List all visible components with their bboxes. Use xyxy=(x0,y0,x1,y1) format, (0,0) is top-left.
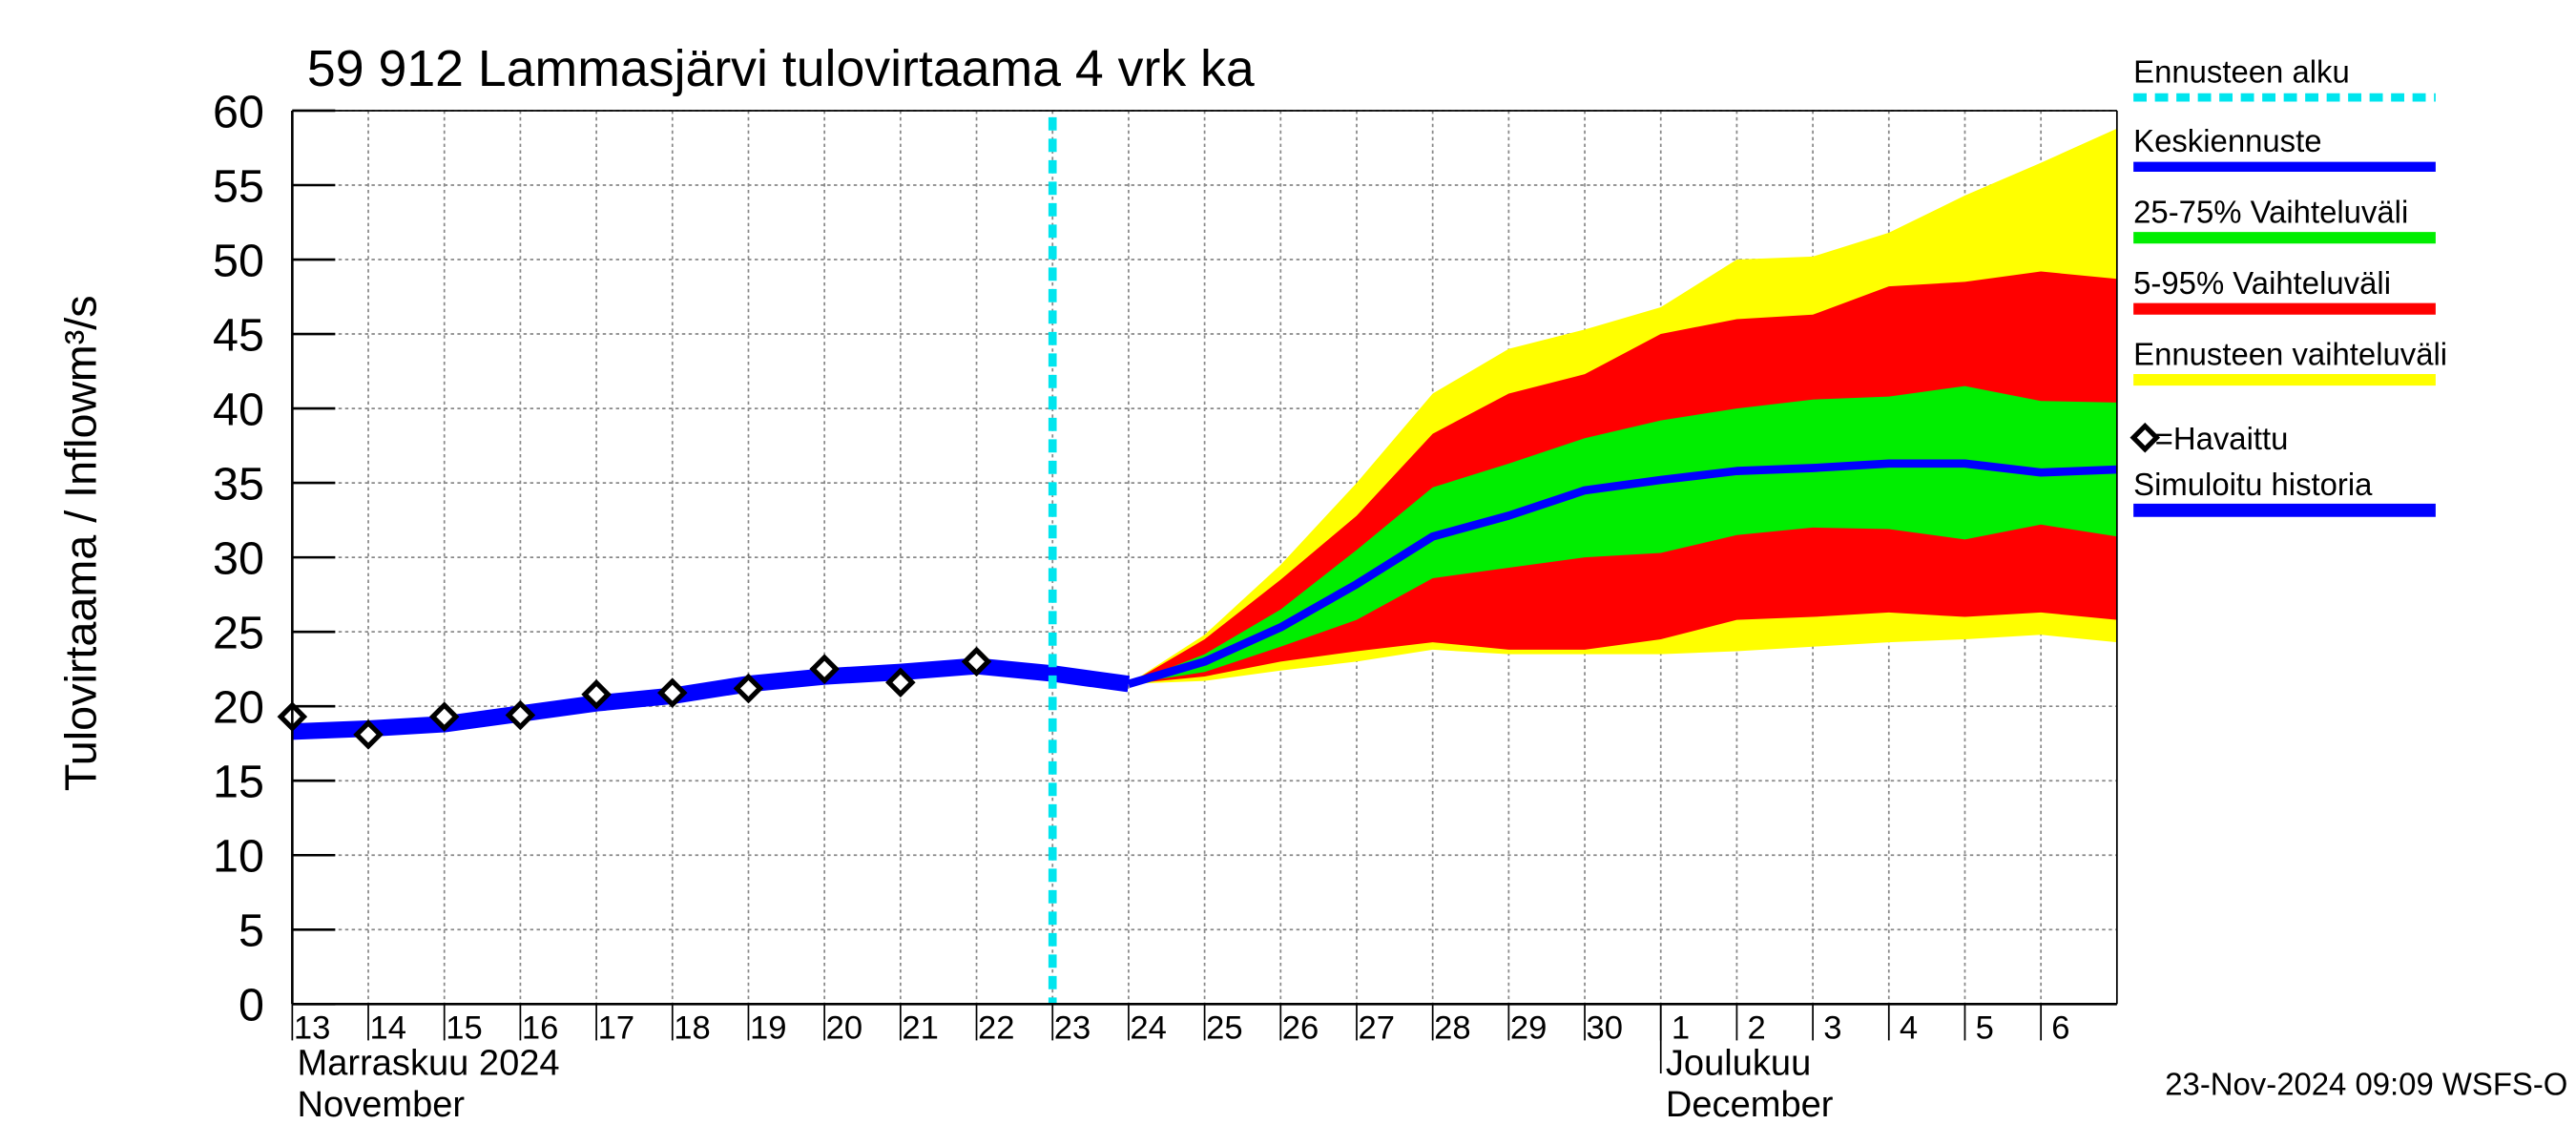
month-label-en: December xyxy=(1666,1085,1834,1125)
x-tick-label: 28 xyxy=(1434,1010,1471,1047)
x-tick-label: 24 xyxy=(1130,1010,1167,1047)
observed-marker xyxy=(809,654,840,684)
line xyxy=(292,657,1131,740)
x-tick-label: 2 xyxy=(1748,1010,1766,1047)
chart-title: 59 912 Lammasjärvi tulovirtaama 4 vrk ka xyxy=(307,40,1255,97)
legend-label: 5-95% Vaihteluväli xyxy=(2133,265,2391,301)
x-tick-label: 25 xyxy=(1206,1010,1243,1047)
x-tick-label: 19 xyxy=(750,1010,787,1047)
y-tick-label: 30 xyxy=(213,532,264,584)
observed-marker xyxy=(581,678,612,710)
y-tick-label: 0 xyxy=(239,980,264,1031)
legend-label: =Havaittu xyxy=(2155,421,2289,456)
x-tick-label: 1 xyxy=(1672,1010,1690,1047)
observed-marker xyxy=(656,677,688,708)
y-tick-label: 35 xyxy=(213,458,264,510)
y-tick-label: 25 xyxy=(213,607,264,658)
x-tick-label: 13 xyxy=(294,1010,331,1047)
legend-label: Keskiennuste xyxy=(2133,123,2321,158)
y-axis-label: Tulovirtaama / Inflow xyxy=(55,382,105,792)
y-tick-label: 40 xyxy=(213,384,264,435)
x-tick-label: 15 xyxy=(446,1010,483,1047)
y-tick-label: 55 xyxy=(213,160,264,212)
observed-marker xyxy=(885,667,916,698)
observed-marker xyxy=(428,701,460,732)
x-tick-label: 21 xyxy=(902,1010,939,1047)
x-tick-label: 17 xyxy=(598,1010,635,1047)
y-tick-label: 50 xyxy=(213,235,264,286)
observed-marker xyxy=(353,719,384,750)
x-tick-label: 29 xyxy=(1510,1010,1548,1047)
legend-label: 25-75% Vaihteluväli xyxy=(2133,195,2408,230)
y-tick-label: 20 xyxy=(213,682,264,734)
x-tick-label: 4 xyxy=(1900,1010,1918,1047)
month-label: Joulukuu xyxy=(1666,1044,1811,1084)
x-tick-label: 14 xyxy=(370,1010,407,1047)
x-tick-label: 16 xyxy=(522,1010,559,1047)
x-tick-label: 26 xyxy=(1282,1010,1319,1047)
legend-label: Ennusteen alku xyxy=(2133,54,2350,90)
y-tick-label: 60 xyxy=(213,86,264,137)
timestamp: 23-Nov-2024 09:09 WSFS-O xyxy=(2165,1067,2567,1102)
x-tick-label: 30 xyxy=(1587,1010,1624,1047)
y-tick-label: 45 xyxy=(213,309,264,361)
observed-marker xyxy=(733,673,764,704)
x-tick-label: 18 xyxy=(674,1010,711,1047)
observed-marker xyxy=(505,699,536,731)
x-tick-label: 22 xyxy=(978,1010,1015,1047)
y-axis-unit: m³/s xyxy=(55,295,105,382)
y-tick-label: 5 xyxy=(239,906,264,957)
month-label: Marraskuu 2024 xyxy=(298,1044,560,1084)
x-tick-label: 3 xyxy=(1823,1010,1841,1047)
y-tick-label: 10 xyxy=(213,831,264,883)
x-tick-label: 27 xyxy=(1358,1010,1395,1047)
x-tick-label: 5 xyxy=(1976,1010,1994,1047)
legend-marker xyxy=(2129,422,2161,453)
month-label-en: November xyxy=(298,1085,466,1125)
legend-label: Simuloitu historia xyxy=(2133,467,2373,502)
legend-label: Ennusteen vaihteluväli xyxy=(2133,337,2447,372)
observed-marker xyxy=(961,646,992,677)
line xyxy=(1127,459,2118,688)
y-tick-label: 15 xyxy=(213,757,264,808)
x-tick-label: 20 xyxy=(826,1010,863,1047)
x-tick-label: 6 xyxy=(2051,1010,2069,1047)
x-tick-label: 23 xyxy=(1054,1010,1091,1047)
